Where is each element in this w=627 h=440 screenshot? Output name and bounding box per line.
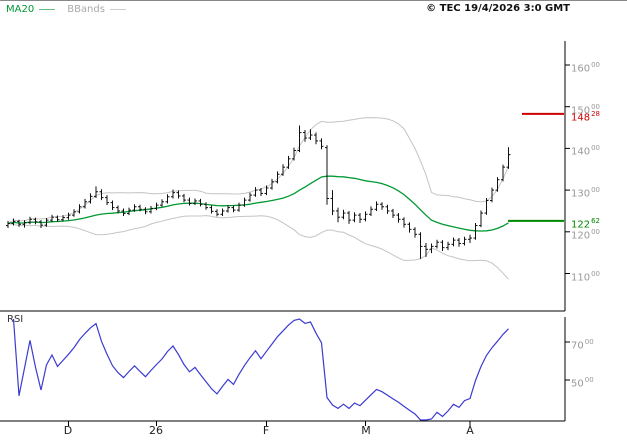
rsi-tick-50: 5000 [571, 374, 594, 390]
tick-sup: 00 [591, 228, 601, 236]
tick-main: 110 [571, 272, 591, 284]
tick-main: 150 [571, 105, 591, 117]
price-tick-150: 15000 [571, 101, 600, 117]
price-tick-120: 12000 [571, 226, 600, 242]
tick-sup: 00 [591, 186, 601, 194]
tick-sup: 00 [591, 144, 601, 152]
tick-main: 160 [571, 63, 591, 75]
tick-main: 50 [571, 378, 584, 390]
resistance-level-label: 14828 [571, 108, 600, 124]
tick-sup: 28 [591, 110, 601, 118]
rsi-tick-70: 7000 [571, 336, 594, 352]
tick-main: 140 [571, 146, 591, 158]
price-tick-130: 13000 [571, 184, 600, 200]
price-tick-110: 11000 [571, 268, 600, 284]
x-tick-february: F [262, 424, 270, 437]
x-tick-26: 26 [149, 424, 163, 437]
x-tick-december: D [63, 424, 73, 437]
bbands-legend-item: BBands [67, 4, 126, 15]
rsi-pane-label: RSI [7, 314, 24, 325]
indicator-legend: MA20 BBands [6, 4, 126, 15]
price-tick-140: 14000 [571, 142, 600, 158]
tick-main: 70 [571, 340, 584, 352]
support-level-label: 12262 [571, 215, 600, 231]
x-tick-march: M [361, 424, 371, 437]
tick-main: 130 [571, 188, 591, 200]
tick-main: 120 [571, 230, 591, 242]
tick-main: 122 [571, 219, 591, 231]
tick-sup: 00 [591, 103, 601, 111]
ma20-legend-item: MA20 [6, 4, 56, 15]
ma20-line-swatch [39, 9, 56, 10]
price-tick-160: 16000 [571, 59, 600, 75]
tick-sup: 00 [584, 338, 594, 346]
copyright-text: © TEC 19/4/2026 3:0 GMT [426, 3, 570, 14]
bbands-legend-label: BBands [67, 4, 105, 15]
tick-sup: 62 [591, 217, 601, 225]
tick-sup: 00 [591, 61, 601, 69]
tick-sup: 00 [584, 376, 594, 384]
bbands-line-swatch [109, 9, 126, 10]
ma20-legend-label: MA20 [6, 4, 35, 15]
x-tick-april: A [466, 424, 474, 437]
tick-sup: 00 [591, 270, 601, 278]
tick-main: 148 [571, 112, 591, 124]
